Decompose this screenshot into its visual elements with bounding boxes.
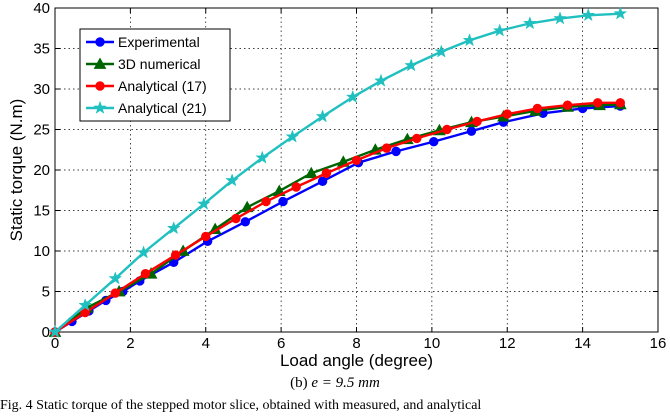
- data-point: [136, 245, 151, 259]
- series-line: [54, 12, 621, 333]
- data-point: [412, 133, 422, 144]
- data-point: [532, 103, 543, 114]
- data-point: [285, 129, 300, 143]
- data-point: [315, 109, 330, 123]
- data-point: [429, 136, 439, 147]
- x-tick-label: 4: [202, 335, 210, 352]
- data-point: [140, 268, 151, 279]
- data-point: [278, 196, 288, 207]
- data-point: [317, 176, 328, 187]
- x-tick-label: 16: [650, 335, 667, 352]
- data-point: [78, 298, 93, 312]
- data-point: [255, 150, 270, 164]
- y-tick-label: 30: [33, 81, 50, 98]
- static-torque-chart: 0 2 4 6 8 10 12 14 16 0 5 10 15 20 25 30 35 40 Experiment…: [7, 0, 666, 370]
- y-tick-label: 35: [33, 41, 50, 58]
- data-point: [404, 58, 419, 72]
- y-axis-label: Static torque (N.m): [7, 99, 26, 242]
- x-tick-label: 14: [574, 335, 591, 352]
- data-point: [351, 155, 362, 165]
- legend: Experimental 3D numerical Analytical (17) A…: [79, 28, 231, 122]
- subfigure-caption-math: e = 9.5 mm: [311, 375, 380, 391]
- series-3: [50, 98, 626, 337]
- data-point: [593, 98, 603, 108]
- data-point: [80, 307, 90, 318]
- data-point: [261, 196, 271, 207]
- data-point: [48, 324, 62, 338]
- y-tick-label: 0: [42, 324, 50, 341]
- data-point: [581, 8, 596, 22]
- y-tick-label: 15: [33, 203, 50, 220]
- data-point: [522, 16, 537, 30]
- subfigure-caption-prefix: (b): [290, 375, 312, 391]
- data-point: [231, 213, 241, 224]
- data-point: [240, 217, 251, 227]
- legend-marker: [93, 57, 107, 69]
- legend-label: Analytical (21): [118, 100, 207, 116]
- data-point: [170, 250, 181, 260]
- data-point: [304, 166, 318, 179]
- y-tick-label: 10: [33, 243, 50, 260]
- x-tick-label: 0: [51, 335, 59, 352]
- x-tick-label: 12: [499, 335, 516, 352]
- legend-marker: [93, 100, 107, 114]
- data-point: [462, 33, 477, 47]
- plot-frame: [54, 7, 659, 333]
- x-tick-label: 8: [352, 335, 360, 352]
- data-point: [381, 143, 392, 153]
- x-tick-label: 2: [126, 335, 134, 352]
- legend-label: Analytical (17): [118, 78, 207, 94]
- data-point: [345, 89, 360, 103]
- legend-marker: [95, 37, 105, 47]
- y-tick-label: 20: [33, 162, 50, 179]
- series-4: [48, 6, 628, 338]
- legend-marker: [95, 81, 105, 91]
- data-point: [442, 124, 452, 135]
- data-point: [492, 23, 507, 37]
- series-line: [54, 101, 621, 334]
- data-point: [110, 288, 121, 298]
- data-point: [466, 126, 477, 136]
- y-tick-label: 5: [42, 284, 50, 301]
- x-axis-label: Load angle (degree): [280, 351, 433, 370]
- legend-label: 3D numerical: [118, 56, 200, 72]
- data-point: [502, 109, 512, 119]
- x-tick-label: 10: [424, 335, 441, 352]
- data-point: [201, 231, 211, 242]
- data-point: [321, 168, 332, 178]
- data-point: [553, 11, 567, 25]
- data-point: [391, 146, 401, 157]
- x-tick-label: 6: [277, 335, 285, 352]
- subfigure-caption: (b) e = 9.5 mm: [0, 375, 670, 392]
- data-point: [562, 100, 573, 110]
- data-point: [434, 44, 449, 58]
- y-tick-label: 25: [33, 122, 50, 139]
- series-group: [48, 6, 628, 338]
- data-point: [374, 73, 388, 87]
- data-point: [108, 271, 123, 285]
- legend-box: [79, 28, 231, 122]
- data-point: [291, 182, 301, 192]
- data-point: [225, 173, 240, 187]
- data-point: [613, 6, 628, 20]
- data-point: [196, 196, 211, 210]
- data-point: [472, 116, 482, 127]
- y-tick-label: 40: [33, 0, 50, 17]
- data-point: [615, 98, 626, 108]
- figure-caption: Fig. 4 Static torque of the stepped moto…: [0, 398, 482, 413]
- data-point: [166, 221, 181, 235]
- axes: 0 2 4 6 8 10 12 14 16 0 5 10 15 20 25 30 35 40: [33, 0, 666, 352]
- legend-label: Experimental: [118, 34, 200, 50]
